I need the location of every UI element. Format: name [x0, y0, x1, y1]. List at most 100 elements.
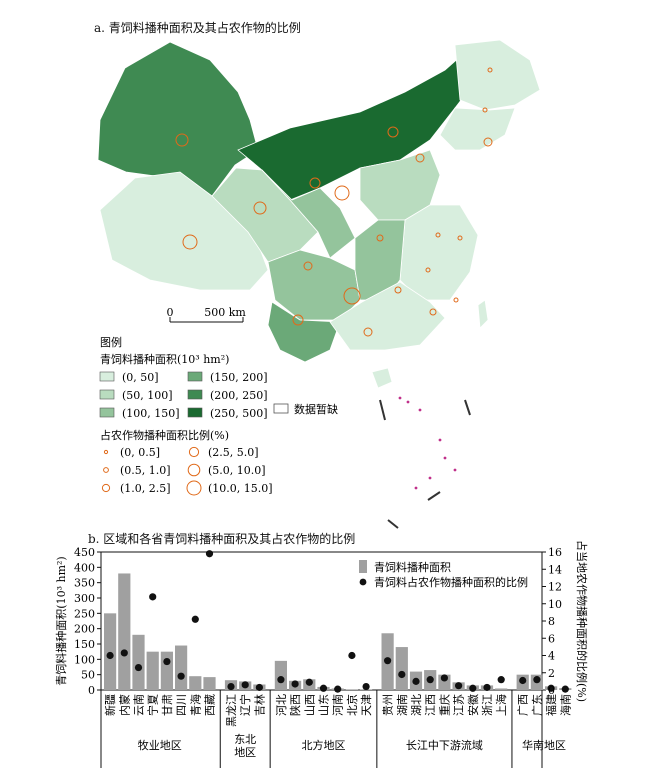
group-label: 北方地区 — [302, 738, 346, 752]
category-label: 新疆 — [103, 694, 117, 716]
ratio-circle — [394, 286, 402, 294]
left-tick-label: 50 — [81, 669, 95, 682]
category-label: 海南 — [558, 694, 572, 716]
right-tick-label: 2 — [548, 667, 555, 680]
ratio-dot — [412, 677, 420, 685]
chart-dots — [106, 550, 569, 693]
ratio-circle — [343, 287, 361, 305]
ratio-dot — [519, 676, 527, 685]
category-label: 浙江 — [481, 694, 494, 716]
ratio-dot — [227, 682, 235, 691]
right-tick-label: 14 — [548, 563, 562, 576]
ratio-dot — [426, 676, 434, 684]
ratio-dot — [334, 685, 342, 693]
legend-area-title: 青饲料播种面积(10³ hm²) — [100, 352, 229, 366]
legend-area-label: (0, 50] — [122, 371, 159, 384]
right-axis-title: 占当地农作物播种面积的比例(%) — [575, 540, 589, 702]
category-label: 吉林 — [252, 694, 266, 716]
category-label: 四川 — [175, 694, 188, 716]
legend-ratio-label: (2.5, 5.0] — [208, 446, 259, 459]
category-label: 广西 — [517, 694, 530, 716]
category-label: 上海 — [494, 694, 508, 716]
island-dot — [443, 456, 447, 460]
region-tibet — [99, 171, 269, 291]
category-label: 甘肃 — [161, 694, 174, 716]
ratio-dot — [120, 649, 128, 657]
island-dot — [398, 396, 402, 400]
legend-ratio-circle — [101, 483, 111, 493]
ratio-dot — [348, 651, 356, 660]
right-tick-label: 10 — [548, 598, 562, 611]
category-label: 辽宁 — [238, 694, 252, 716]
ratio-dot — [384, 657, 392, 665]
ratio-dot — [191, 615, 199, 623]
left-tick-label: 200 — [74, 623, 95, 636]
island-dot — [428, 476, 432, 480]
legend-ratio-items: (0, 0.5] (0.5, 1.0] (1.0, 2.5] (2.5, 5.0] (5… — [101, 446, 273, 496]
category-label: 宁夏 — [146, 694, 160, 716]
category-label: 江苏 — [453, 694, 466, 716]
right-tick-label: 6 — [548, 632, 555, 645]
chart-title: b. 区域和各省青饲料播种面积及其占农作物的比例 — [88, 532, 356, 546]
right-tick-label: 16 — [548, 546, 562, 559]
region-hainan — [371, 367, 393, 389]
south-china-sea-islands — [379, 396, 471, 529]
group-label: 华南地区 — [522, 738, 566, 752]
ratio-dot — [134, 663, 143, 672]
category-label: 安徽 — [466, 694, 480, 716]
area-bar — [189, 676, 202, 690]
chart-labels: 0 50 100 150 200 250 300 350 400 450 0 2 4 6 8 10 12 14 16… — [54, 540, 589, 759]
legend-area-label: (50, 100] — [122, 389, 173, 402]
left-tick-label: 0 — [88, 684, 95, 697]
ratio-dot — [440, 674, 448, 682]
legend-ratio-label: (1.0, 2.5] — [120, 482, 171, 495]
left-tick-label: 150 — [74, 638, 95, 651]
legend-dot-swatch — [359, 578, 367, 586]
ratio-circle — [309, 177, 321, 189]
category-label: 西藏 — [204, 694, 217, 716]
ratio-circle — [175, 133, 189, 147]
ratio-dot — [561, 685, 569, 693]
left-axis-title: 青饲料播种面积(10³ hm²) — [54, 556, 68, 685]
category-label: 北京 — [345, 694, 359, 716]
ratio-circle — [334, 185, 350, 201]
ratio-circle — [415, 153, 425, 163]
region-heilongjiang — [454, 39, 541, 111]
china-map: 0 500 km 图例 青饲料播种面积(10³ hm²) (0, 50] (50,… — [97, 39, 541, 529]
right-tick-label: 4 — [548, 650, 555, 663]
area-bar — [146, 651, 159, 690]
ratio-circle — [482, 107, 488, 113]
ratio-dot — [149, 593, 157, 601]
group-label: 地区 — [234, 746, 256, 759]
category-label: 福建 — [544, 694, 558, 716]
area-bar — [175, 645, 188, 690]
left-tick-label: 450 — [74, 546, 95, 559]
area-bar — [274, 660, 287, 690]
ratio-circles — [175, 67, 493, 337]
island-dot — [406, 400, 410, 404]
ratio-dot — [455, 682, 463, 690]
legend-area-label: (250, 500] — [210, 407, 268, 420]
category-label: 江西 — [424, 694, 437, 716]
category-label: 河北 — [275, 694, 288, 716]
ratio-dot — [547, 684, 555, 692]
category-label: 黑龙江 — [225, 694, 238, 727]
group-label: 长江中下游流域 — [406, 738, 483, 752]
region-guangxi-guangdong — [329, 281, 446, 351]
category-label: 湖南 — [396, 694, 409, 716]
legend-ratio-label: (0.5, 1.0] — [120, 464, 171, 477]
right-tick-label: 0 — [548, 684, 555, 697]
map-title: a. 青饲料播种面积及其占农作物的比例 — [94, 21, 301, 35]
ratio-dot — [277, 676, 285, 684]
category-label: 山东 — [318, 694, 331, 716]
legend-area-swatch — [187, 407, 203, 418]
left-tick-label: 250 — [74, 607, 95, 620]
legend-ratio-circle — [103, 449, 109, 455]
island-dot — [438, 438, 442, 442]
category-label: 湖北 — [410, 694, 423, 716]
ratio-dot — [362, 682, 370, 691]
region-jilin-liaoning — [439, 107, 516, 151]
legend-area-items: (0, 50] (50, 100] (100, 150] (150, 200] (200… — [99, 371, 268, 420]
